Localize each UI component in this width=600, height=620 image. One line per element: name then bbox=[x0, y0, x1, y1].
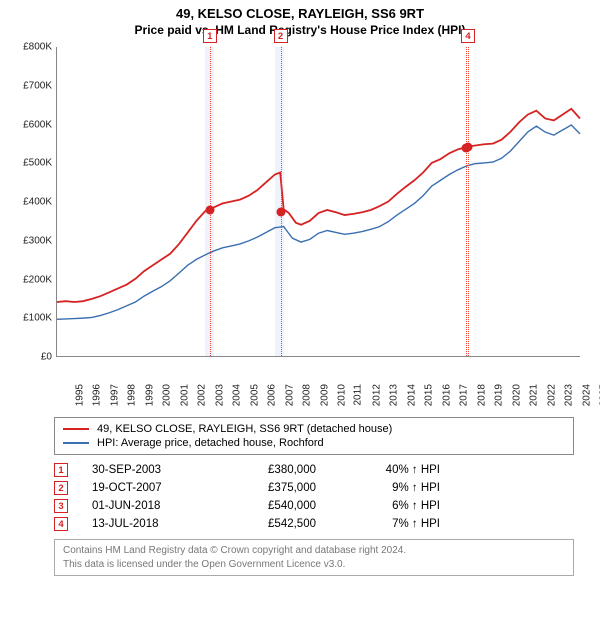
x-tick-label: 2004 bbox=[231, 384, 242, 406]
sale-date: 01-JUN-2018 bbox=[92, 500, 202, 512]
x-tick-label: 2007 bbox=[284, 384, 295, 406]
x-tick-label: 2015 bbox=[424, 384, 435, 406]
sale-marker-dot bbox=[276, 207, 285, 216]
y-tick-label: £600K bbox=[10, 119, 52, 130]
sale-pct: 6% ↑ HPI bbox=[340, 500, 440, 512]
legend-label: 49, KELSO CLOSE, RAYLEIGH, SS6 9RT (deta… bbox=[97, 423, 392, 435]
x-tick-label: 2014 bbox=[406, 384, 417, 406]
x-tick-label: 2002 bbox=[197, 384, 208, 406]
x-tick-label: 1996 bbox=[92, 384, 103, 406]
sale-badge: 4 bbox=[54, 517, 68, 531]
sale-badge: 3 bbox=[54, 499, 68, 513]
x-tick-label: 2001 bbox=[179, 384, 190, 406]
x-tick-label: 2018 bbox=[476, 384, 487, 406]
legend-swatch bbox=[63, 428, 89, 430]
legend: 49, KELSO CLOSE, RAYLEIGH, SS6 9RT (deta… bbox=[54, 417, 574, 455]
sale-row: 1 30-SEP-2003 £380,000 40% ↑ HPI bbox=[54, 461, 574, 479]
legend-row: HPI: Average price, detached house, Roch… bbox=[63, 436, 565, 450]
y-tick-label: £800K bbox=[10, 42, 52, 53]
x-tick-label: 2016 bbox=[441, 384, 452, 406]
sales-table: 1 30-SEP-2003 £380,000 40% ↑ HPI 2 19-OCT-200… bbox=[54, 461, 574, 533]
sale-marker-badge: 4 bbox=[461, 29, 475, 43]
price-chart: 124 £0£100K£200K£300K£400K£500K£600K£700… bbox=[10, 43, 590, 413]
x-tick-label: 2005 bbox=[249, 384, 260, 406]
attrib-line: This data is licensed under the Open Gov… bbox=[63, 558, 565, 572]
y-tick-label: £100K bbox=[10, 313, 52, 324]
sale-date: 19-OCT-2007 bbox=[92, 482, 202, 494]
series-property bbox=[57, 109, 580, 302]
x-tick-label: 2009 bbox=[319, 384, 330, 406]
x-tick-label: 2021 bbox=[528, 384, 539, 406]
y-tick-label: £500K bbox=[10, 158, 52, 169]
x-tick-label: 1995 bbox=[74, 384, 85, 406]
attribution: Contains HM Land Registry data © Crown c… bbox=[54, 539, 574, 576]
sale-marker-badge: 1 bbox=[203, 29, 217, 43]
event-vline bbox=[468, 47, 469, 356]
x-tick-label: 2013 bbox=[389, 384, 400, 406]
x-tick-label: 2003 bbox=[214, 384, 225, 406]
sale-pct: 9% ↑ HPI bbox=[340, 482, 440, 494]
sale-date: 30-SEP-2003 bbox=[92, 464, 202, 476]
sale-price: £542,500 bbox=[226, 518, 316, 530]
x-tick-label: 1997 bbox=[109, 384, 120, 406]
y-tick-label: £0 bbox=[10, 352, 52, 363]
y-tick-label: £700K bbox=[10, 80, 52, 91]
x-tick-label: 2000 bbox=[162, 384, 173, 406]
x-tick-label: 1998 bbox=[127, 384, 138, 406]
x-tick-label: 2011 bbox=[353, 384, 364, 406]
sale-date: 13-JUL-2018 bbox=[92, 518, 202, 530]
y-tick-label: £200K bbox=[10, 274, 52, 285]
x-tick-label: 1999 bbox=[144, 384, 155, 406]
x-tick-label: 2017 bbox=[459, 384, 470, 406]
x-tick-label: 2019 bbox=[493, 384, 504, 406]
page-subtitle: Price paid vs. HM Land Registry's House … bbox=[10, 23, 590, 37]
page-title: 49, KELSO CLOSE, RAYLEIGH, SS6 9RT bbox=[10, 6, 590, 21]
event-vline bbox=[210, 47, 211, 356]
sale-badge: 2 bbox=[54, 481, 68, 495]
legend-swatch bbox=[63, 442, 89, 444]
y-tick-label: £400K bbox=[10, 197, 52, 208]
sale-marker-dot bbox=[463, 142, 472, 151]
sale-row: 3 01-JUN-2018 £540,000 6% ↑ HPI bbox=[54, 497, 574, 515]
sale-price: £540,000 bbox=[226, 500, 316, 512]
sale-badge: 1 bbox=[54, 463, 68, 477]
legend-label: HPI: Average price, detached house, Roch… bbox=[97, 437, 324, 449]
x-tick-label: 2006 bbox=[266, 384, 277, 406]
x-tick-label: 2010 bbox=[336, 384, 347, 406]
event-vline bbox=[466, 47, 467, 356]
sale-row: 2 19-OCT-2007 £375,000 9% ↑ HPI bbox=[54, 479, 574, 497]
sale-marker-badge: 2 bbox=[274, 29, 288, 43]
x-tick-label: 2008 bbox=[301, 384, 312, 406]
sale-price: £380,000 bbox=[226, 464, 316, 476]
sale-pct: 7% ↑ HPI bbox=[340, 518, 440, 530]
series-hpi bbox=[57, 125, 580, 319]
y-tick-label: £300K bbox=[10, 235, 52, 246]
event-vline bbox=[281, 47, 282, 356]
x-tick-label: 2012 bbox=[371, 384, 382, 406]
sale-price: £375,000 bbox=[226, 482, 316, 494]
x-tick-label: 2022 bbox=[546, 384, 557, 406]
legend-row: 49, KELSO CLOSE, RAYLEIGH, SS6 9RT (deta… bbox=[63, 422, 565, 436]
x-tick-label: 2023 bbox=[563, 384, 574, 406]
x-tick-label: 2024 bbox=[581, 384, 592, 406]
sale-marker-dot bbox=[205, 205, 214, 214]
attrib-line: Contains HM Land Registry data © Crown c… bbox=[63, 544, 565, 558]
sale-row: 4 13-JUL-2018 £542,500 7% ↑ HPI bbox=[54, 515, 574, 533]
sale-pct: 40% ↑ HPI bbox=[340, 464, 440, 476]
x-tick-label: 2020 bbox=[511, 384, 522, 406]
